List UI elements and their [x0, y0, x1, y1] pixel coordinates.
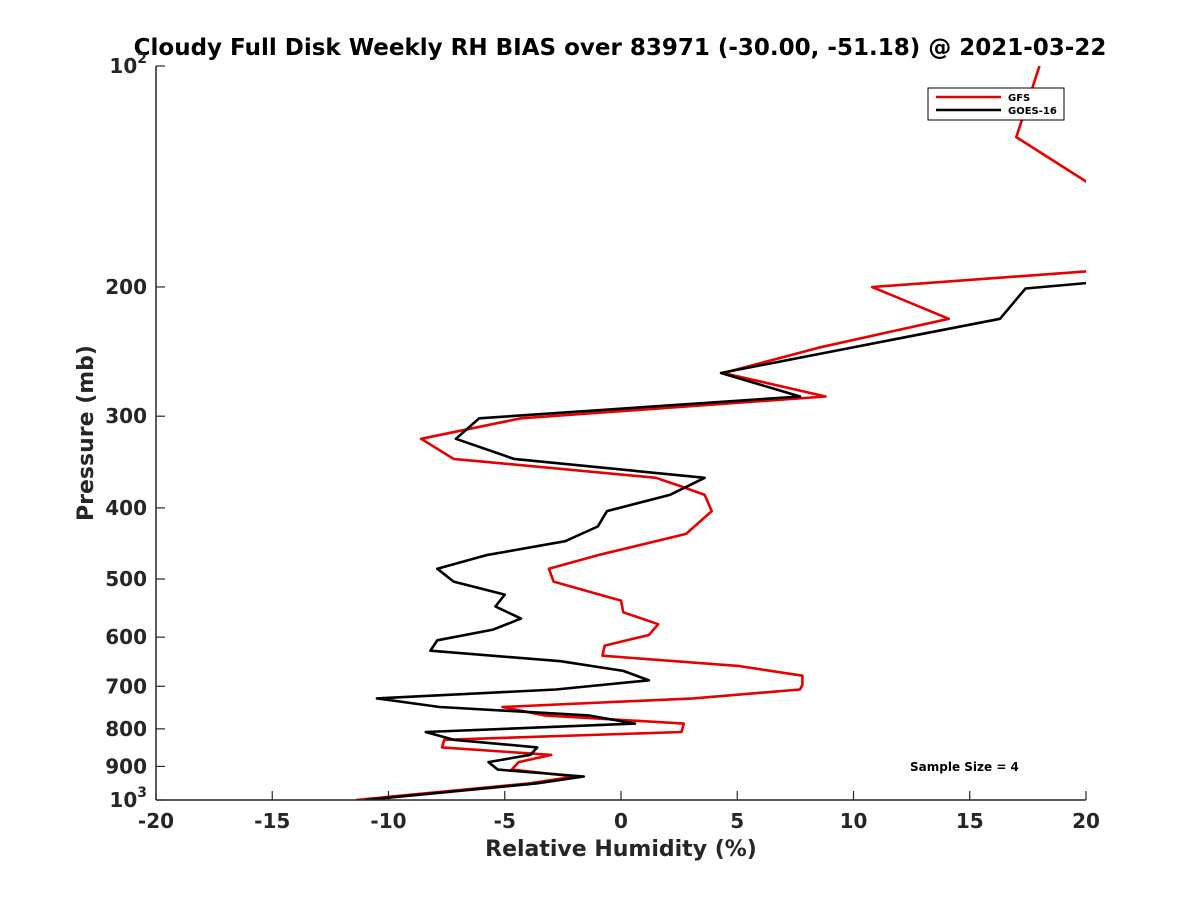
legend-label-goes16: GOES-16 [1008, 106, 1057, 117]
plot-area [156, 66, 1086, 800]
x-tick-label: 15 [956, 809, 984, 833]
y-axis-ticks: 102 200 300 400 500 600 700 800 900 103 [105, 51, 165, 812]
legend-label-gfs: GFS [1008, 93, 1030, 104]
y-tick-label: 200 [105, 275, 147, 299]
x-tick-label: -5 [494, 809, 516, 833]
x-axis-label: Relative Humidity (%) [485, 837, 757, 862]
x-axis-ticks: -20 -15 -10 -5 0 5 10 15 20 [138, 791, 1100, 833]
x-tick-label: 10 [840, 809, 868, 833]
y-tick-label: 400 [105, 496, 147, 520]
y-tick-label: 103 [109, 785, 147, 812]
x-tick-label: -20 [138, 809, 174, 833]
legend-box [927, 87, 1065, 121]
series-layer [355, 66, 1086, 800]
x-tick-label: 20 [1072, 809, 1100, 833]
legend: GFS GOES-16 [927, 87, 1065, 121]
y-tick-label: 900 [105, 754, 147, 778]
y-tick-label: 102 [109, 51, 147, 78]
series-line-goes-16 [365, 281, 1086, 800]
x-tick-label: -10 [370, 809, 406, 833]
y-tick-label: 600 [105, 625, 147, 649]
x-tick-label: -15 [254, 809, 290, 833]
y-tick-label: 800 [105, 717, 147, 741]
chart-title: Cloudy Full Disk Weekly RH BIAS over 839… [134, 35, 1107, 61]
sample-size-annotation: Sample Size = 4 [910, 760, 1019, 774]
y-axis-label: Pressure (mb) [74, 345, 99, 521]
y-tick-label: 300 [105, 404, 147, 428]
x-tick-label: 5 [730, 809, 744, 833]
x-tick-label: 0 [614, 809, 628, 833]
y-tick-label: 500 [105, 567, 147, 591]
y-tick-label: 700 [105, 674, 147, 698]
